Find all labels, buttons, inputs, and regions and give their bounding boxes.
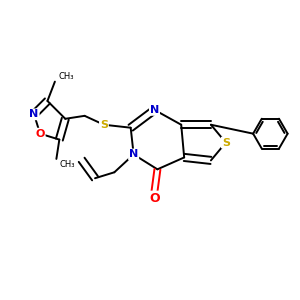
Text: N: N <box>129 149 138 160</box>
Text: CH₃: CH₃ <box>58 72 74 81</box>
Text: N: N <box>29 109 39 119</box>
Text: O: O <box>35 129 45 139</box>
Text: S: S <box>222 138 230 148</box>
Text: CH₃: CH₃ <box>60 160 75 169</box>
Text: N: N <box>150 105 159 115</box>
Text: S: S <box>100 120 108 130</box>
Text: O: O <box>149 192 160 205</box>
